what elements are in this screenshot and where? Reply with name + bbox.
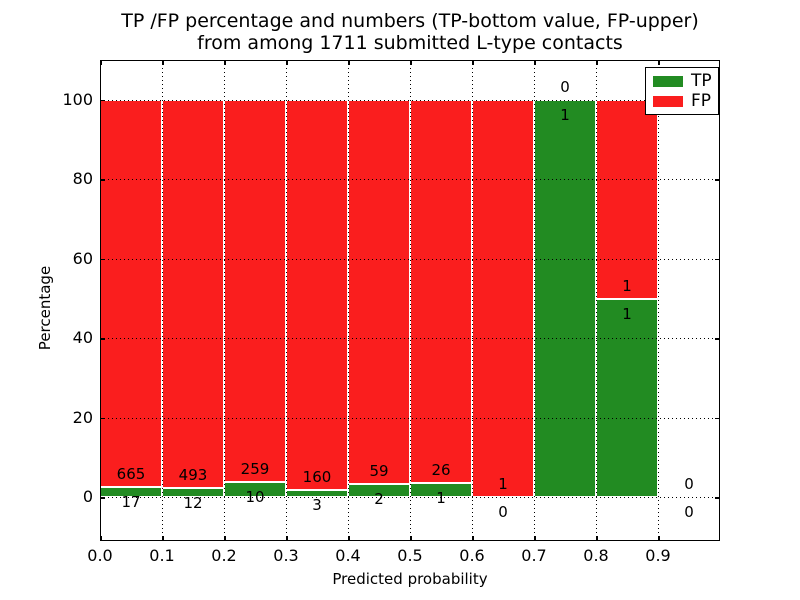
y-tick-mark (715, 417, 720, 420)
x-tick-label: 0.3 (273, 546, 299, 565)
y-tick-mark (100, 497, 105, 499)
legend-label-fp: FP (691, 90, 712, 111)
y-tick-mark (715, 258, 720, 261)
y-tick-label: 60 (72, 248, 93, 268)
x-gridline (162, 60, 163, 541)
x-tick-mark (410, 536, 412, 541)
y-tick-label: 0 (82, 487, 93, 507)
x-tick-mark (596, 536, 598, 541)
x-tick-label: 0.0 (87, 546, 113, 565)
x-gridline (534, 60, 535, 541)
y-tick-label: 20 (72, 407, 93, 427)
x-gridline (658, 60, 659, 541)
fp-count-label: 26 (431, 460, 451, 479)
tp-count-label: 0 (684, 503, 694, 522)
legend: TP FP (645, 67, 719, 115)
legend-entry-tp: TP (653, 70, 718, 91)
x-tick-mark (224, 60, 226, 65)
bar-tp-segment (596, 298, 658, 498)
x-axis-label: Predicted probability (332, 570, 488, 588)
y-tick-label: 80 (72, 169, 93, 189)
fp-legend-swatch (653, 95, 683, 107)
x-tick-mark (410, 60, 412, 65)
tp-count-label: 1 (436, 488, 446, 507)
y-tick-mark (715, 179, 720, 181)
bar-fp-segment (348, 99, 410, 485)
x-tick-mark (162, 536, 164, 541)
tp-count-label: 2 (374, 490, 384, 509)
x-gridline (348, 60, 349, 541)
bar-fp-segment (162, 99, 224, 488)
tp-count-label: 1 (622, 304, 632, 323)
y-tick-mark (100, 99, 105, 102)
x-tick-mark (224, 536, 226, 541)
x-gridline (224, 60, 225, 541)
y-tick-label: 100 (62, 89, 93, 109)
x-tick-label: 0.9 (645, 546, 671, 565)
x-tick-mark (348, 60, 350, 65)
tp-count-label: 3 (312, 495, 322, 514)
x-tick-mark (286, 536, 288, 541)
fp-count-label: 1 (498, 475, 508, 494)
y-tick-mark (100, 417, 105, 420)
fp-count-label: 160 (302, 467, 332, 486)
y-tick-mark (100, 258, 105, 261)
x-tick-mark (162, 60, 164, 65)
tp-count-label: 17 (121, 493, 141, 512)
x-tick-label: 0.7 (521, 546, 547, 565)
legend-entry-fp: FP (653, 90, 718, 111)
x-tick-label: 0.4 (335, 546, 361, 565)
legend-label-tp: TP (691, 70, 712, 91)
y-tick-mark (715, 338, 720, 340)
x-tick-mark (100, 60, 102, 65)
x-tick-mark (534, 536, 536, 541)
bar-fp-segment (472, 99, 534, 498)
bar-fp-segment (410, 99, 472, 483)
bar-fp-segment (596, 99, 658, 299)
y-tick-label: 40 (72, 328, 93, 348)
x-tick-label: 0.8 (583, 546, 609, 565)
x-gridline (472, 60, 473, 541)
x-tick-mark (100, 536, 102, 541)
chart-title-line1: TP /FP percentage and numbers (TP-bottom… (121, 10, 699, 32)
chart-title: TP /FP percentage and numbers (TP-bottom… (100, 10, 720, 54)
x-tick-label: 0.1 (149, 546, 175, 565)
x-tick-label: 0.2 (211, 546, 237, 565)
x-gridline (410, 60, 411, 541)
tp-count-label: 10 (245, 488, 265, 507)
x-tick-mark (348, 536, 350, 541)
y-tick-mark (100, 179, 105, 181)
fp-count-label: 0 (684, 475, 694, 494)
x-tick-label: 0.5 (397, 546, 423, 565)
x-tick-mark (472, 536, 474, 541)
y-tick-mark (100, 338, 105, 340)
x-gridline (596, 60, 597, 541)
x-gridline (286, 60, 287, 541)
fp-count-label: 1 (622, 276, 632, 295)
x-tick-mark (658, 60, 660, 65)
x-tick-mark (658, 536, 660, 541)
x-tick-label: 0.6 (459, 546, 485, 565)
x-tick-mark (596, 60, 598, 65)
fp-count-label: 0 (560, 77, 570, 96)
x-tick-mark (286, 60, 288, 65)
tp-count-label: 1 (560, 105, 570, 124)
x-tick-mark (472, 60, 474, 65)
bar-fp-segment (224, 99, 286, 483)
tp-count-label: 0 (498, 503, 508, 522)
chart-title-line2: from among 1711 submitted L-type contact… (197, 32, 623, 54)
fp-count-label: 493 (178, 465, 208, 484)
fp-count-label: 665 (116, 465, 146, 484)
x-tick-mark (534, 60, 536, 65)
fp-count-label: 259 (240, 460, 270, 479)
fp-count-label: 59 (369, 462, 389, 481)
bar-fp-segment (100, 99, 162, 488)
y-tick-mark (715, 497, 720, 499)
tp-legend-swatch (653, 75, 683, 87)
bar-tp-segment (534, 99, 596, 498)
bar-fp-segment (286, 99, 348, 490)
tp-count-label: 12 (183, 493, 203, 512)
